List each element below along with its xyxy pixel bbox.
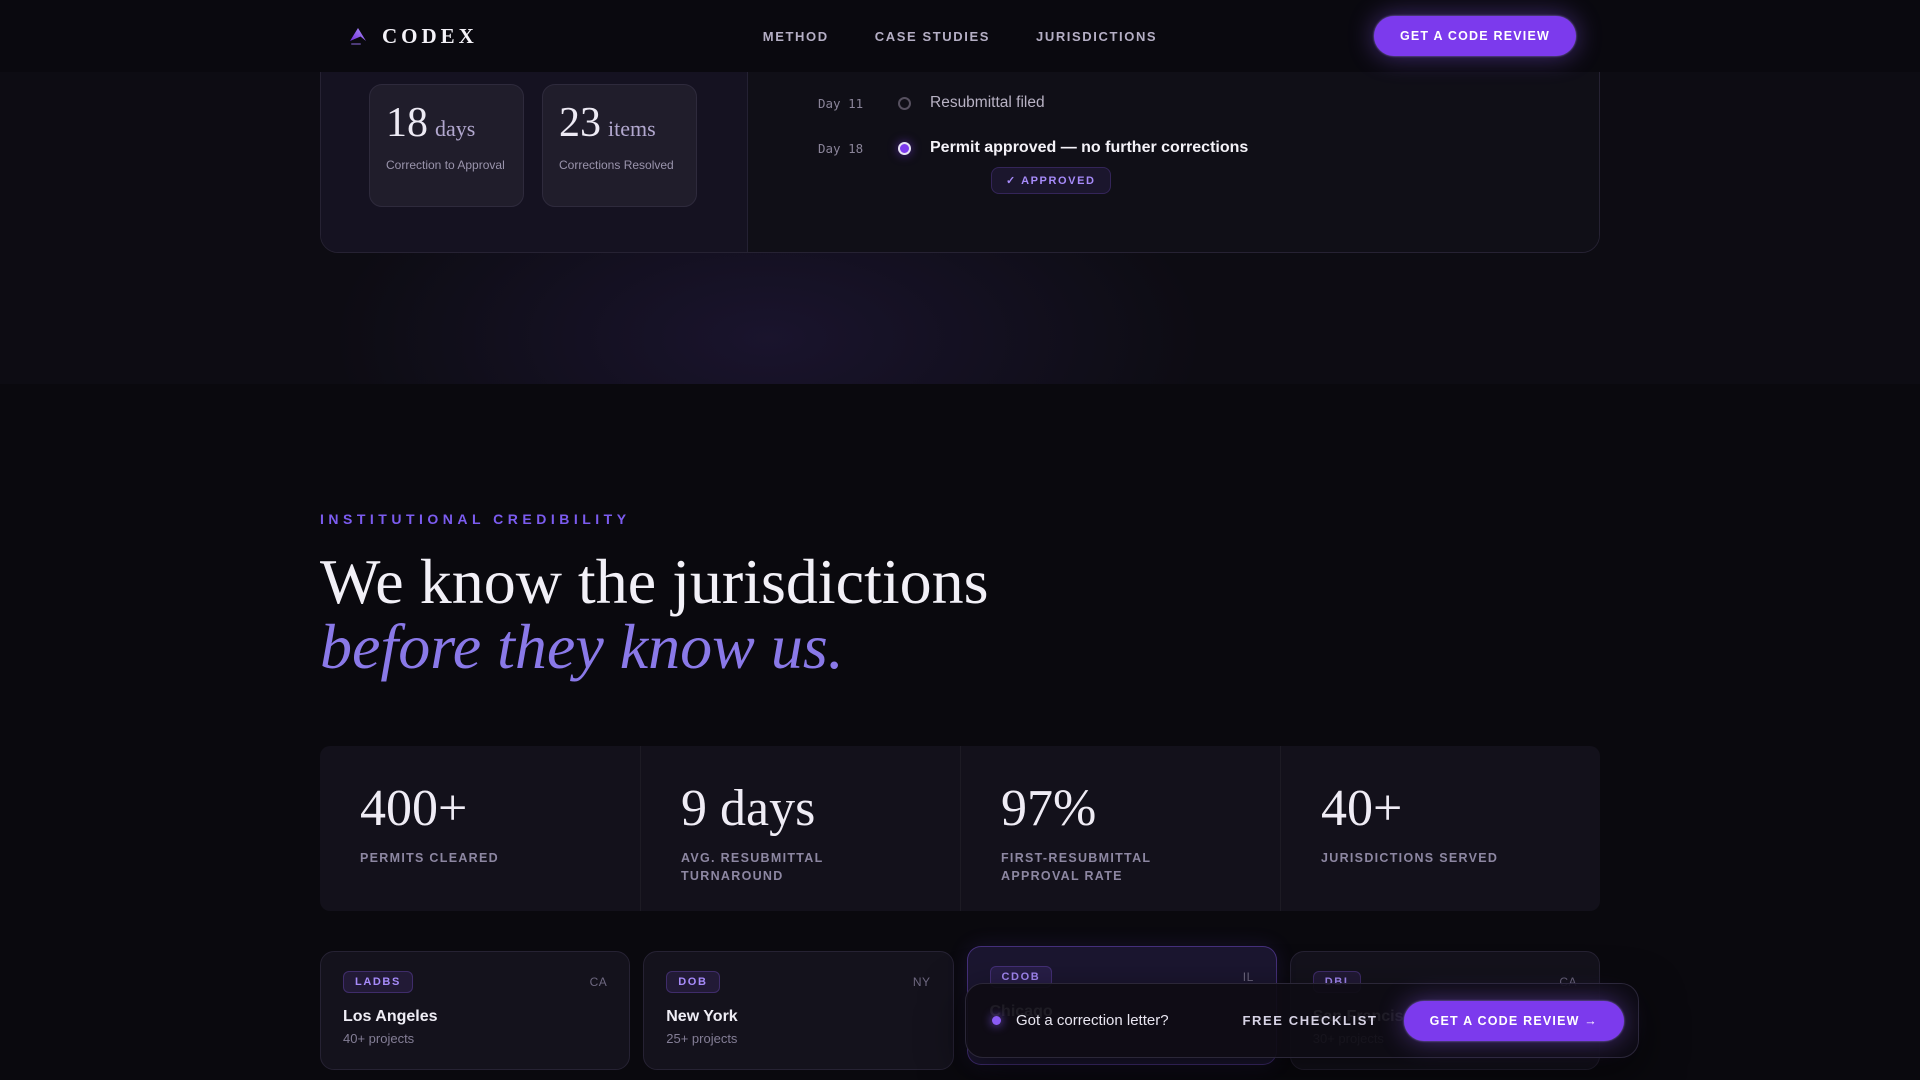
headline-line-2: before they know us. [320, 611, 844, 683]
approved-status-badge: ✓ APPROVED [991, 167, 1111, 194]
stat-value: 400+ [360, 779, 468, 837]
sticky-bar-prompt: Got a correction letter? [1016, 1012, 1169, 1029]
credibility-section: INSTITUTIONAL CREDIBILITY We know the ju… [0, 384, 1920, 1080]
state-code: CA [589, 974, 608, 989]
stat-resubmittal-turnaround: 9 days AVG. RESUBMITTAL TURNAROUND [640, 745, 960, 911]
sticky-get-code-review-button[interactable]: GET A CODE REVIEW → [1403, 1000, 1624, 1041]
projects-count: 25+ projects [666, 1030, 738, 1046]
timeline-day: Day 18 [818, 140, 864, 156]
timeline-dot-hollow-icon [898, 96, 911, 110]
stat-label: FIRST-RESUBMITTAL APPROVAL RATE [1001, 851, 1152, 884]
city-name: Los Angeles [343, 1007, 438, 1025]
projects-count: 40+ projects [343, 1030, 415, 1046]
stat-label: JURISDICTIONS SERVED [1321, 851, 1499, 866]
brand-wordmark: CODEX [382, 23, 478, 48]
metric-value: 23 [559, 100, 601, 146]
timeline-dot-active-icon [898, 141, 911, 155]
metric-card-corrections-resolved: 23 items Corrections Resolved [542, 84, 697, 207]
brand-logo[interactable]: CODEX [320, 24, 763, 49]
arrow-peak-logo-icon [350, 28, 366, 45]
correction-letter-sticky-bar: Got a correction letter? FREE CHECKLIST … [965, 983, 1639, 1058]
state-code: NY [912, 974, 931, 989]
metric-unit: days [435, 116, 476, 141]
state-code: IL [1242, 969, 1254, 984]
timeline-row-day-18: Day 18 Permit approved — no further corr… [818, 139, 1599, 157]
timeline-column: Day 11 Resubmittal filed Day 18 Permit a… [747, 47, 1599, 252]
stat-value: 97% [1001, 779, 1097, 837]
section-headline: We know the jurisdictions before they kn… [320, 549, 1600, 680]
stat-permits-cleared: 400+ PERMITS CLEARED [320, 746, 640, 911]
city-name: New York [666, 1007, 738, 1025]
case-study-panel: 18 days Correction to Approval 23 items … [320, 46, 1600, 253]
section-eyebrow: INSTITUTIONAL CREDIBILITY [320, 511, 631, 527]
stat-jurisdictions-served: 40+ JURISDICTIONS SERVED [1280, 745, 1600, 911]
timeline-day: Day 11 [818, 95, 864, 111]
nav-link-jurisdictions[interactable]: JURISDICTIONS [1036, 28, 1158, 44]
get-code-review-button[interactable]: GET A CODE REVIEW [1373, 16, 1576, 56]
timeline-row-day-11: Day 11 Resubmittal filed [818, 94, 1599, 112]
stat-value: 9 days [681, 779, 816, 837]
metric-unit: items [608, 116, 656, 141]
jurisdiction-card-new-york[interactable]: DOB NY New York 25+ projects [643, 950, 954, 1070]
nav-links: METHOD CASE STUDIES JURISDICTIONS [763, 29, 1157, 44]
stats-band: 400+ PERMITS CLEARED 9 days AVG. RESUBMI… [320, 745, 1600, 911]
agency-badge: CDOB [989, 965, 1053, 988]
metric-value: 18 [386, 100, 428, 146]
stat-label: PERMITS CLEARED [360, 851, 499, 866]
free-checklist-link[interactable]: FREE CHECKLIST [1242, 1013, 1378, 1028]
headline-line-1: We know the jurisdictions [320, 546, 989, 617]
pulse-dot-icon [992, 1016, 1001, 1025]
agency-badge: DOB [666, 970, 720, 993]
timeline-title: Permit approved — no further corrections [930, 139, 1249, 156]
nav-link-method[interactable]: METHOD [762, 28, 829, 44]
jurisdiction-card-los-angeles[interactable]: LADBS CA Los Angeles 40+ projects [320, 950, 631, 1070]
top-navbar: CODEX METHOD CASE STUDIES JURISDICTIONS … [0, 0, 1920, 72]
nav-link-case-studies[interactable]: CASE STUDIES [874, 28, 990, 44]
stat-approval-rate: 97% FIRST-RESUBMITTAL APPROVAL RATE [960, 745, 1280, 911]
stat-value: 40+ [1321, 779, 1403, 837]
stat-label: AVG. RESUBMITTAL TURNAROUND [681, 851, 824, 884]
metric-label: Correction to Approval [386, 158, 505, 172]
agency-badge: LADBS [343, 970, 413, 993]
case-metrics-column: 18 days Correction to Approval 23 items … [321, 47, 747, 252]
timeline-title: Resubmittal filed [930, 94, 1045, 111]
metric-label: Corrections Resolved [559, 158, 674, 172]
case-study-section: 18 days Correction to Approval 23 items … [0, 0, 1920, 384]
metric-card-correction-to-approval: 18 days Correction to Approval [369, 84, 524, 207]
